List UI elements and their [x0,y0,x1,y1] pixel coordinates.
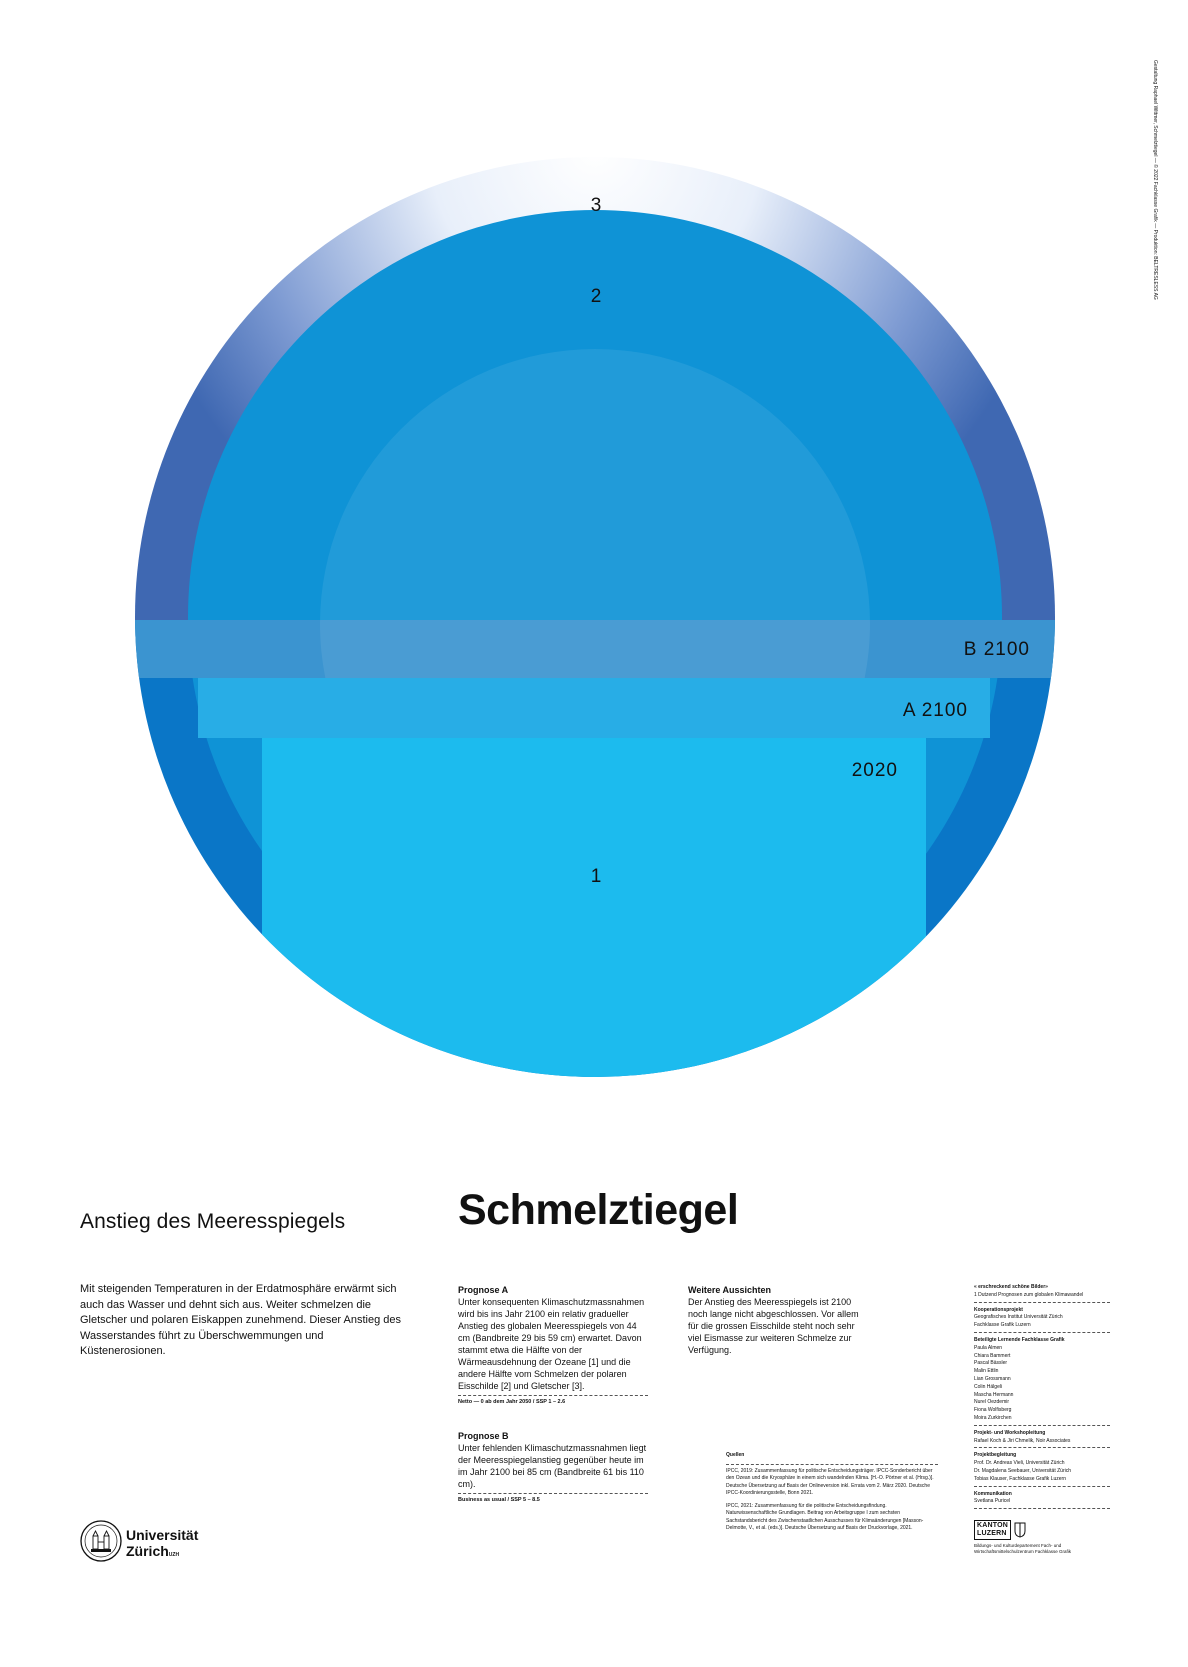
sources-heading: Quellen [726,1452,745,1458]
student-name: Fiona Wolfisberg [974,1407,1012,1414]
prognose-a-note: Netto — 0 ab dem Jahr 2050 / SSP 1 – 2.6 [458,1395,648,1405]
prognose-a: Prognose A Unter konsequenten Klimaschut… [458,1284,648,1405]
student-name: Moira Zurkirchen [974,1414,1012,1421]
sources: Quellen IPCC, 2019: Zusammenfassung für … [726,1452,938,1538]
sea-level-diagram: 3 2 B 2100 A 2100 2020 1 [135,157,1055,1077]
aussichten-heading: Weitere Aussichten [688,1285,772,1295]
students-heading: Beteiligte Lernende Fachklasse Grafik [974,1336,1065,1343]
student-name: Pascal Bässler [974,1360,1008,1367]
prognose-a-body: Unter konsequenten Klimaschutzmassnahmen… [458,1297,645,1391]
supervision-line: Dr. Magdalena Seebauer, Universität Züri… [974,1467,1071,1474]
student-name: Chiara Bammert [974,1352,1011,1359]
student-name: Lian Grossmann [974,1375,1011,1382]
level-a-block [198,678,990,738]
communication-line: Svetlana Puricel [974,1498,1011,1505]
credits: « erschreckend schöne Bilder» 1 Dutzend … [974,1284,1110,1513]
level-b-band [135,620,1055,678]
communication-heading: Kommunikation [974,1490,1012,1497]
prognose-a-heading: Prognose A [458,1285,509,1295]
kanton-luzern-logo: KANTON LUZERN Bildungs- und Kulturdepart… [974,1520,1110,1555]
label-level-2020: 2020 [852,760,898,781]
intro-text: Mit steigenden Temperaturen in der Erdat… [80,1283,402,1357]
label-level-b-2100: B 2100 [964,639,1030,660]
koop-heading: Kooperationsprojekt [974,1306,1023,1313]
project-lead-line: Rafael Koch & Jiri Chmelik, Noir Associa… [974,1437,1071,1444]
label-1: 1 [591,866,602,887]
prognose-b-body: Unter fehlenden Klimaschutzmassnahmen li… [458,1443,647,1489]
aussichten: Weitere Aussichten Der Anstieg des Meere… [688,1284,863,1356]
page-title: Schmelztiegel [458,1186,739,1234]
student-name: Mascha Hermann [974,1391,1014,1398]
subtitle: Anstieg des Meeresspiegels [80,1210,346,1233]
uzh-seal-icon [80,1520,122,1562]
label-3: 3 [591,195,602,216]
label-2: 2 [591,286,602,307]
source-item: IPCC, 2019: Zusammenfassung für politisc… [726,1468,934,1496]
student-name: Colin Hälgeli [974,1383,1003,1390]
uzh-logo: Universität ZürichUZH [80,1520,220,1570]
source-item: IPCC, 2021: Zusammenfassung für die poli… [726,1503,924,1532]
student-name: Nurel Oezdemir [974,1399,1010,1406]
kanton-shield-icon [1014,1522,1026,1538]
prognose-b-heading: Prognose B [458,1431,509,1441]
prognose-b-note: Business as usual / SSP 5 – 8.5 [458,1493,648,1503]
aussichten-body: Der Anstieg des Meeresspiegels ist 2100 … [688,1297,859,1355]
koop-line: Geografisches Institut Universität Züric… [974,1314,1063,1321]
supervision-line: Tobias Klauser, Fachklasse Grafik Luzern [974,1475,1066,1482]
project-lead-heading: Projekt- und Workshopleitung [974,1429,1046,1436]
prognose-b: Prognose B Unter fehlenden Klimaschutzma… [458,1430,648,1503]
uzh-line-2: Zürich [126,1543,169,1559]
koop-line: Fachklasse Grafik Luzern [974,1322,1031,1329]
kanton-wordmark: KANTON LUZERN [974,1520,1012,1540]
uzh-line-1: Universität [126,1527,199,1543]
supervision-line: Prof. Dr. Andreas Vieli, Universität Zür… [974,1460,1065,1467]
series-subtitle: 1 Dutzend Prognosen zum globalen Klimawa… [974,1291,1084,1298]
uzh-sup: UZH [168,1552,180,1558]
kanton-department: Bildungs- und Kulturdepartement Fach- un… [974,1543,1072,1554]
student-name: Paula Almen [974,1344,1003,1351]
series-title: « erschreckend schöne Bilder» [974,1284,1048,1290]
label-level-a-2100: A 2100 [903,700,968,721]
student-name: Malin Ettlin [974,1368,999,1375]
supervision-heading: Projektbegleitung [974,1452,1017,1459]
